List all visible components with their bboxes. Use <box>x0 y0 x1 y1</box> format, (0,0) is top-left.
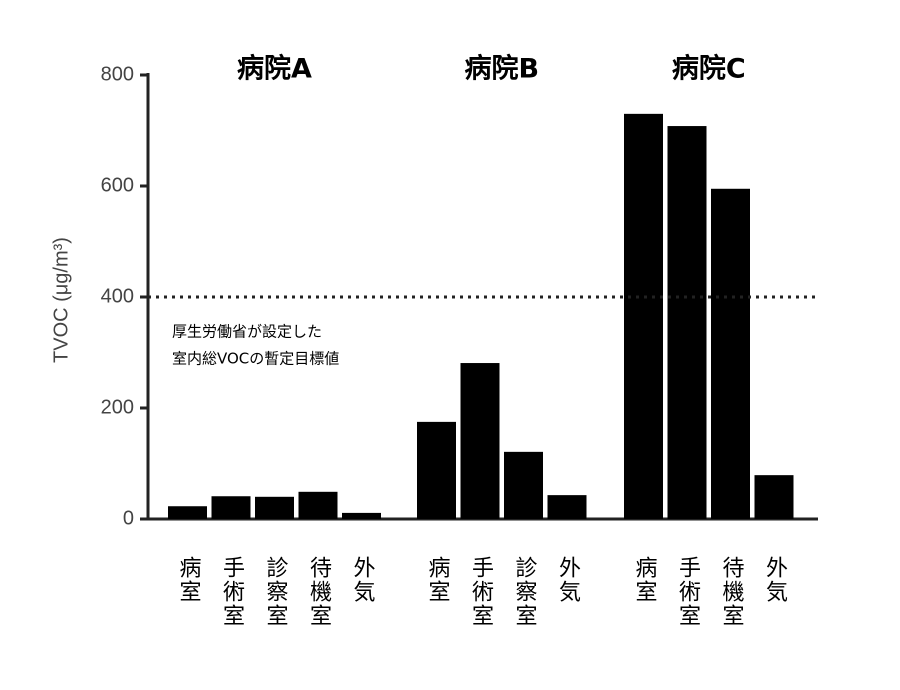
x-tick-label: 病室 <box>176 556 202 604</box>
x-tick-label: 診察室 <box>263 556 289 628</box>
y-tick-label: 400 <box>101 285 134 307</box>
bar <box>667 126 707 519</box>
bar <box>211 496 251 519</box>
bar <box>255 496 294 519</box>
x-tick-label: 手術室 <box>468 556 494 628</box>
y-tick-label: 600 <box>101 174 134 196</box>
y-tick-label: 0 <box>123 507 134 529</box>
x-tick-label: 外気 <box>350 556 376 604</box>
x-tick-label: 待機室 <box>306 556 332 628</box>
y-axis-label: TVOC (μg/m³) <box>50 237 72 363</box>
bar <box>298 491 338 519</box>
x-tick-label: 病室 <box>425 556 451 604</box>
y-tick-label: 800 <box>101 63 134 85</box>
bar <box>711 188 750 519</box>
bar <box>624 113 663 519</box>
reference-label: 室内総VOCの暫定目標値 <box>172 350 339 368</box>
group-label: 病院A <box>237 53 312 85</box>
bar <box>504 451 543 519</box>
x-tick-label: 待機室 <box>719 556 745 628</box>
y-tick-label: 200 <box>101 396 134 418</box>
x-tick-label: 外気 <box>555 556 581 604</box>
bar <box>754 475 794 519</box>
x-tick-label: 診察室 <box>512 556 538 628</box>
x-tick-label: 外気 <box>762 556 788 604</box>
bar <box>168 506 207 519</box>
bar <box>417 421 456 519</box>
x-tick-label: 病室 <box>632 556 658 604</box>
x-tick-label: 手術室 <box>219 556 245 628</box>
group-label: 病院C <box>672 53 746 85</box>
x-tick-label: 手術室 <box>675 556 701 628</box>
bar <box>460 363 500 519</box>
bar <box>547 495 587 519</box>
bar <box>342 512 381 519</box>
reference-label: 厚生労働省が設定した <box>172 323 322 341</box>
group-label: 病院B <box>464 53 539 85</box>
